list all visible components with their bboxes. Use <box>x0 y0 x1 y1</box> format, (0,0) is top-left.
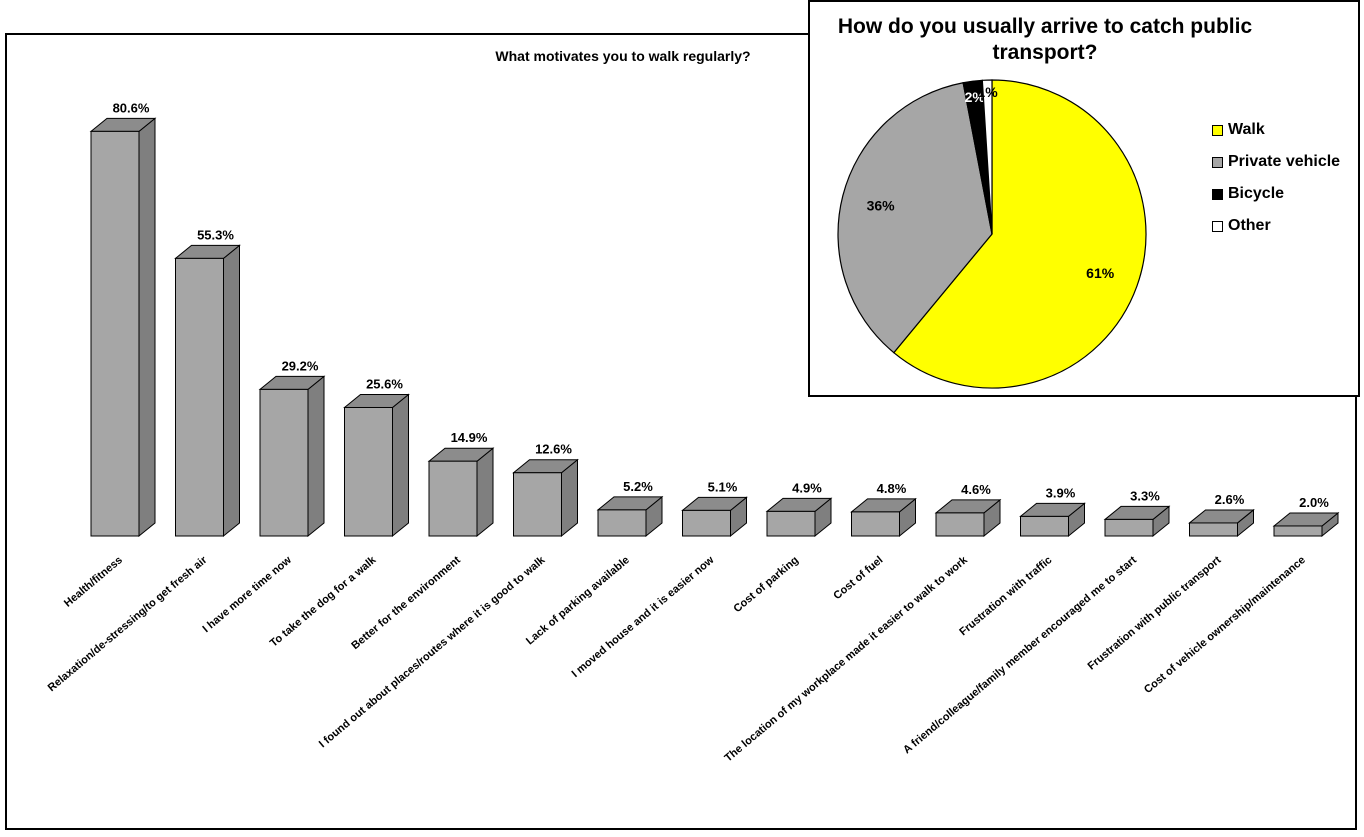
x-tick-label: Frustration with traffic <box>957 554 1054 638</box>
bar-side <box>138 117 156 538</box>
bar-chart: What motivates you to walk regularly? 80.… <box>46 48 1340 764</box>
bar-data-label: 5.1% <box>708 479 738 494</box>
legend-label: Bicycle <box>1228 185 1285 202</box>
bar <box>428 460 478 537</box>
bar-data-label: 4.8% <box>877 481 907 496</box>
legend-swatch <box>1212 188 1223 200</box>
pie-slice-other <box>981 79 993 235</box>
pie-legend: Walk Private vehicle Bicycle Other <box>1212 114 1340 242</box>
bar-data-label: 2.6% <box>1215 492 1245 507</box>
bar-side <box>223 244 240 538</box>
pie-slice-walk <box>892 79 1147 389</box>
legend-label: Private vehicle <box>1228 153 1341 170</box>
pie-data-label: 1% <box>977 84 998 100</box>
bar-chart-title: What motivates you to walk regularly? <box>495 48 750 64</box>
bar <box>344 406 393 537</box>
bar <box>90 130 140 537</box>
pie-data-label: 61% <box>1086 265 1115 281</box>
x-tick-label: Health/fitness <box>62 554 125 610</box>
bar-data-label: 14.9% <box>451 430 488 445</box>
bar-data-label: 3.9% <box>1046 485 1076 500</box>
bar-data-label: 12.6% <box>535 442 572 457</box>
pie-chart-title: How do you usually arrive to catch publi… <box>837 15 1253 64</box>
x-tick-label: Cost of vehicle ownership/maintenance <box>1142 554 1308 696</box>
bar <box>1273 525 1323 537</box>
bar <box>851 511 900 537</box>
pie-data-label: 36% <box>867 197 896 213</box>
x-tick-label: I moved house and it is easier now <box>570 554 717 680</box>
bar-data-label: 80.6% <box>113 100 150 115</box>
bar <box>766 510 816 537</box>
pie-slice-private-vehicle <box>837 82 993 354</box>
legend-label: Other <box>1228 217 1271 234</box>
legend-swatch <box>1212 124 1223 136</box>
x-tick-label: Cost of fuel <box>831 554 885 602</box>
bar <box>1104 518 1154 537</box>
bar-data-label: 4.9% <box>792 480 822 495</box>
legend-swatch <box>1212 156 1223 168</box>
bar-data-label: 55.3% <box>197 227 234 242</box>
bar <box>513 472 562 537</box>
x-tick-label: Frustration with public transport <box>1086 554 1224 673</box>
x-tick-label: Cost of parking <box>731 554 801 615</box>
legend-item-other: Other <box>1212 210 1340 242</box>
bar <box>1020 515 1069 537</box>
bar <box>935 512 985 537</box>
legend-item-walk: Walk <box>1212 114 1340 146</box>
bar-data-label: 4.6% <box>961 482 991 497</box>
bar <box>175 257 224 537</box>
bar-data-label: 3.3% <box>1130 488 1160 503</box>
legend-item-private-vehicle: Private vehicle <box>1212 146 1340 178</box>
pie-chart: 61% 36% 2%1% <box>837 79 1147 389</box>
bar-data-label: 5.2% <box>623 479 653 494</box>
bar-data-label: 2.0% <box>1299 495 1329 510</box>
legend-label: Walk <box>1228 121 1265 138</box>
bar-data-label: 25.6% <box>366 376 403 391</box>
legend-item-bicycle: Bicycle <box>1212 178 1340 210</box>
bar-data-label: 29.2% <box>282 358 319 373</box>
bar <box>597 509 647 537</box>
x-tick-label: Relaxation/de-stressing/to get fresh air <box>46 554 210 694</box>
pie-data-label: 2% <box>965 89 986 105</box>
legend-swatch <box>1212 220 1223 232</box>
bar <box>682 509 731 537</box>
bar-side <box>392 393 409 538</box>
pie-chart-panel: How do you usually arrive to catch publi… <box>808 0 1360 397</box>
bar-side <box>476 447 494 538</box>
bar-side <box>307 375 325 538</box>
bar <box>1189 522 1238 537</box>
bar <box>259 388 309 537</box>
x-tick-label: I have more time now <box>201 554 295 635</box>
